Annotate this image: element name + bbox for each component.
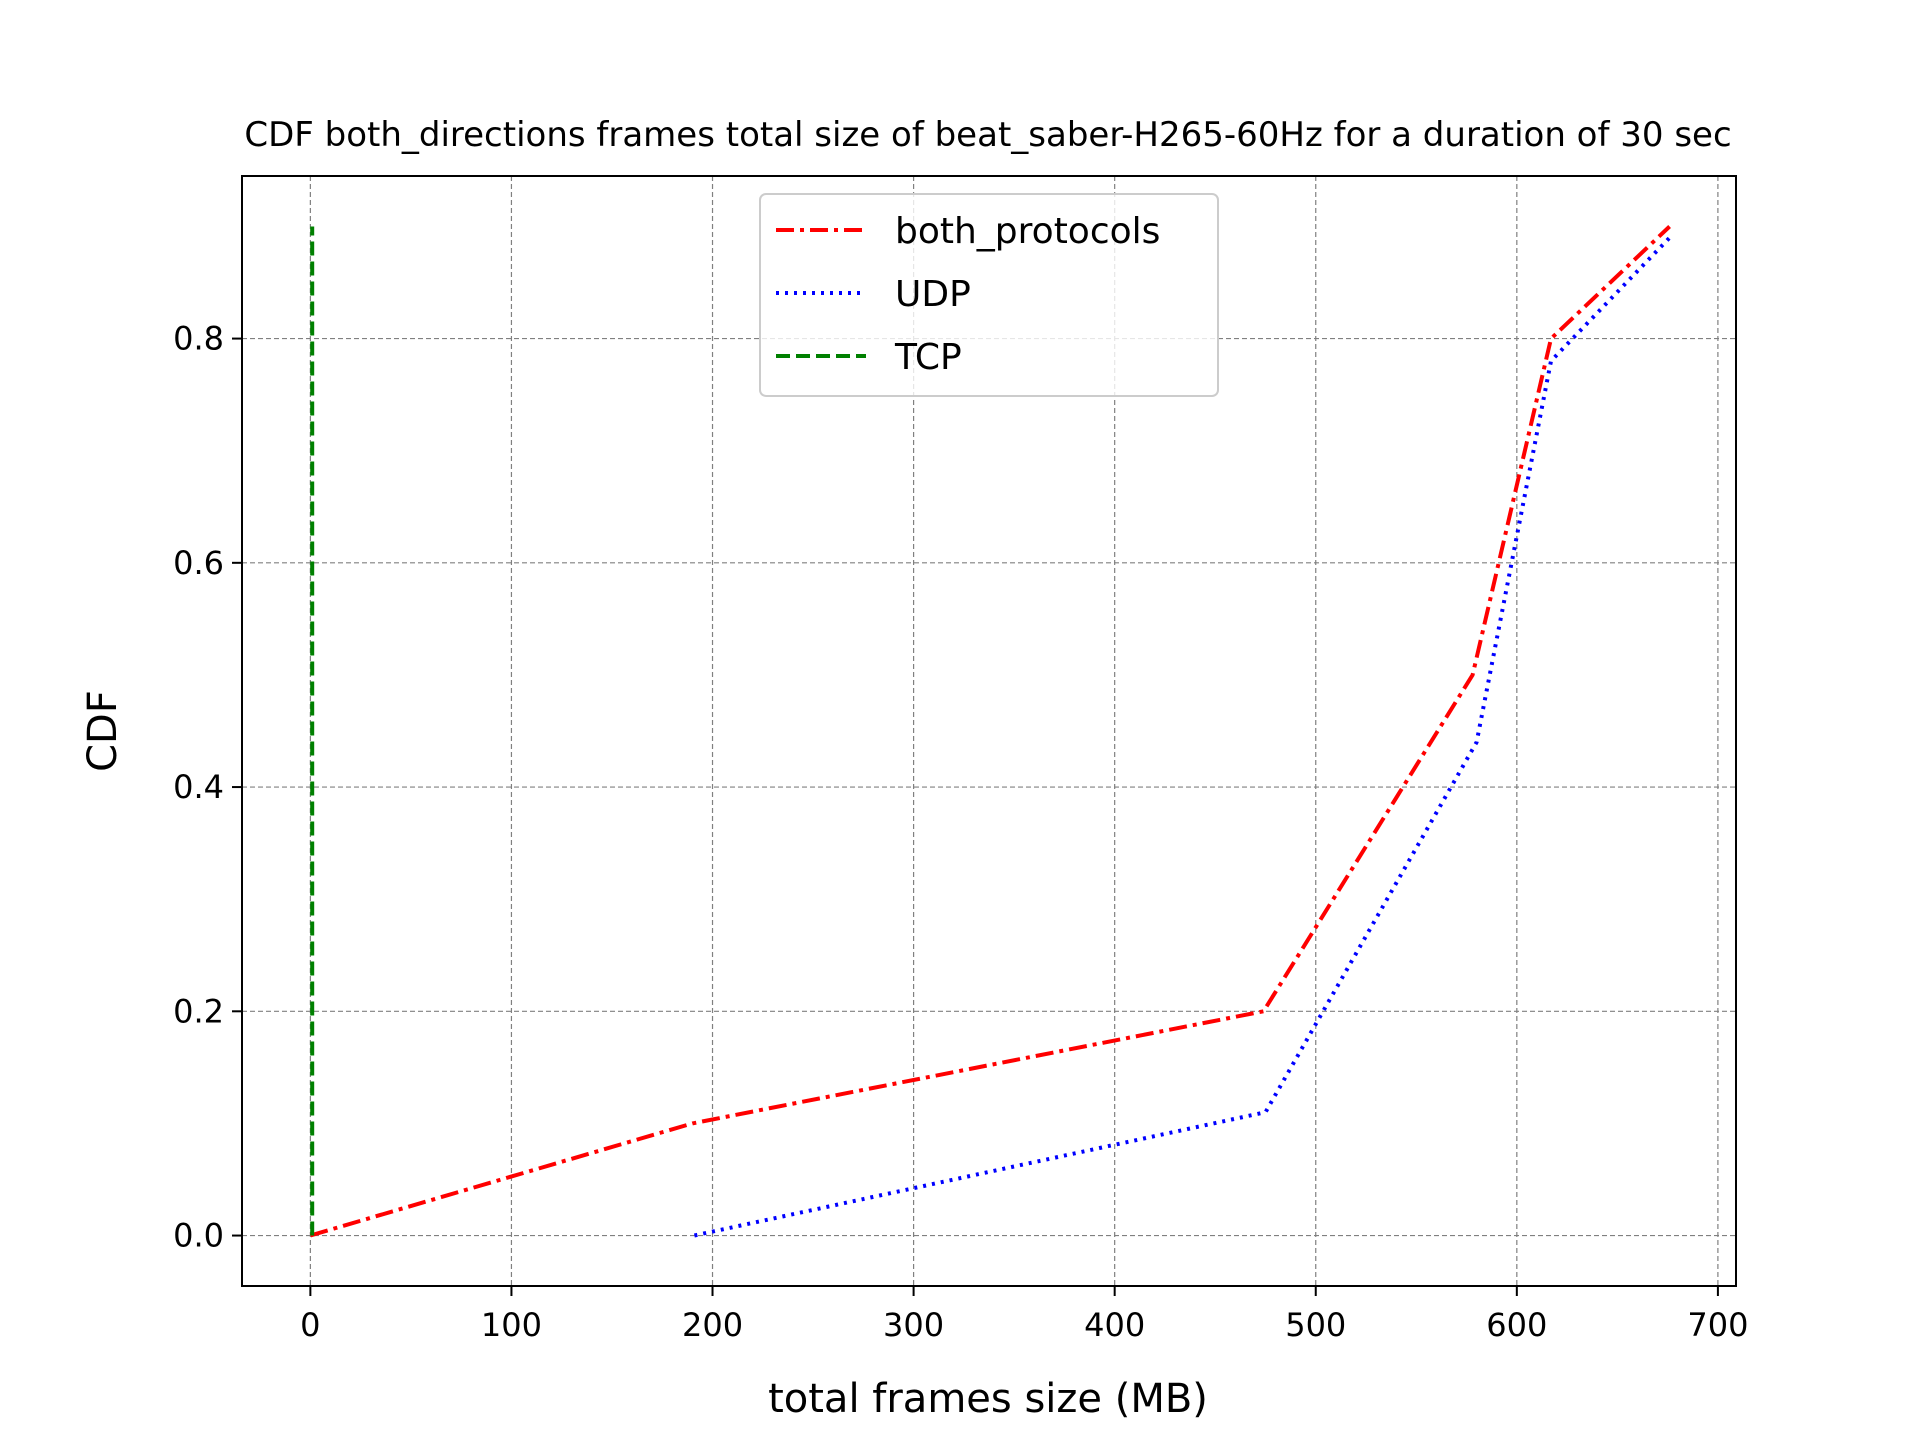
x-tick-label: 400: [1084, 1306, 1145, 1344]
y-tick-label: 0.4: [173, 768, 224, 806]
y-tick-label: 0.2: [173, 992, 224, 1030]
x-tick-label: 0: [300, 1306, 320, 1344]
x-tick-label: 300: [883, 1306, 944, 1344]
chart-title: CDF both_directions frames total size of…: [244, 115, 1731, 155]
plot-frame: [241, 175, 1737, 1287]
legend-label: both_protocols: [895, 211, 1160, 252]
legend: both_protocols UDP TCP: [759, 193, 1219, 397]
y-axis-title: CDF: [80, 690, 126, 772]
legend-label: UDP: [895, 274, 971, 315]
x-tick-label: 700: [1687, 1306, 1748, 1344]
legend-box: [759, 193, 1219, 397]
y-axis: 0.0 0.2 0.4 0.6 0.8: [173, 320, 242, 1255]
y-tick-label: 0.8: [173, 320, 224, 358]
x-tick-label: 100: [481, 1306, 542, 1344]
x-axis-title: total frames size (MB): [768, 1376, 1208, 1422]
series-line-both-protocols: [309, 225, 1671, 1238]
x-tick-label: 200: [682, 1306, 743, 1344]
y-tick-label: 0.6: [173, 544, 224, 582]
legend-label: TCP: [894, 337, 962, 378]
x-axis: 0 100 200 300 400 500 600 700: [300, 1286, 1748, 1344]
x-tick-label: 500: [1285, 1306, 1346, 1344]
y-tick-label: 0.0: [173, 1217, 224, 1255]
x-tick-label: 600: [1486, 1306, 1547, 1344]
series-line-udp: [693, 236, 1672, 1238]
series-layer: [309, 225, 1672, 1238]
